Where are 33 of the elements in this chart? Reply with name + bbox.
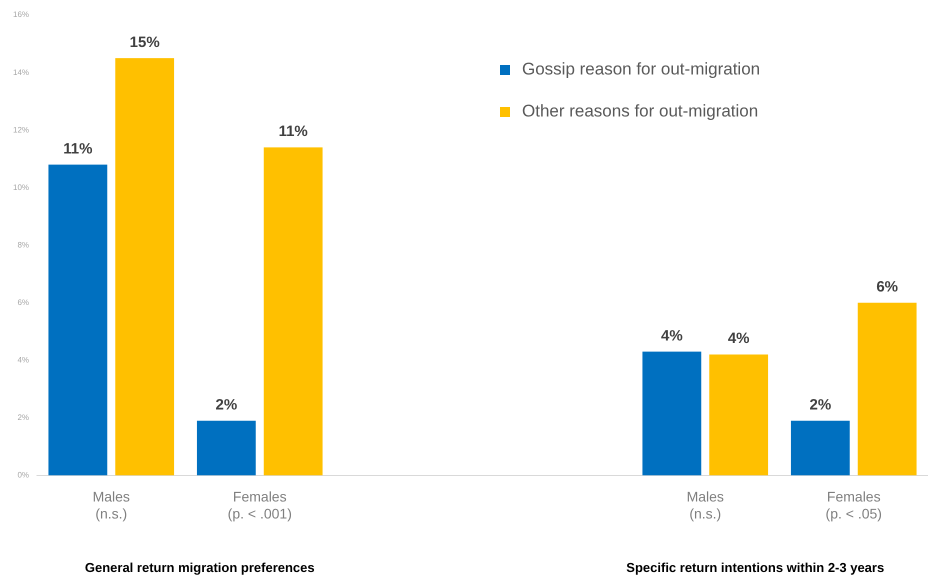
y-tick-label: 12% [12, 125, 30, 134]
legend-label: Other reasons for out-migration [522, 102, 758, 121]
data-label: 2% [809, 396, 832, 414]
data-label: 4% [728, 330, 750, 348]
data-label: 4% [660, 327, 683, 344]
bar [642, 352, 702, 476]
y-tick-label: 0% [17, 470, 30, 480]
bar [264, 147, 323, 476]
x-tick-label: Females (p. < .001) [228, 488, 292, 522]
x-tick-label: Males (n.s.) [92, 488, 130, 522]
y-tick-label: 8% [17, 240, 30, 250]
legend-label: Gossip reason for out-migration [522, 60, 760, 79]
bar [790, 420, 850, 476]
text: General return migration preferences [84, 560, 315, 575]
data-label: 15% [130, 34, 160, 51]
data-label: 11% [278, 123, 308, 140]
y-tick-label: 10% [12, 182, 30, 192]
y-tick-label: 16% [12, 10, 30, 20]
bar [115, 58, 174, 476]
x-tick-label: Females (p. < .05) [826, 488, 882, 522]
y-tick-label: 4% [17, 356, 30, 365]
bar [858, 302, 917, 476]
data-label: 6% [876, 278, 898, 296]
bar [48, 164, 108, 476]
data-label: 11% [63, 140, 92, 158]
bar [196, 420, 256, 476]
y-tick-label: 14% [12, 68, 30, 77]
text: Specific return intentions within 2-3 years [626, 560, 884, 575]
y-tick-label: 2% [17, 413, 30, 422]
y-tick-label: 6% [17, 298, 30, 307]
data-label: 2% [216, 396, 238, 414]
x-tick-label: Males (n.s.) [686, 488, 724, 522]
bar [709, 354, 768, 476]
